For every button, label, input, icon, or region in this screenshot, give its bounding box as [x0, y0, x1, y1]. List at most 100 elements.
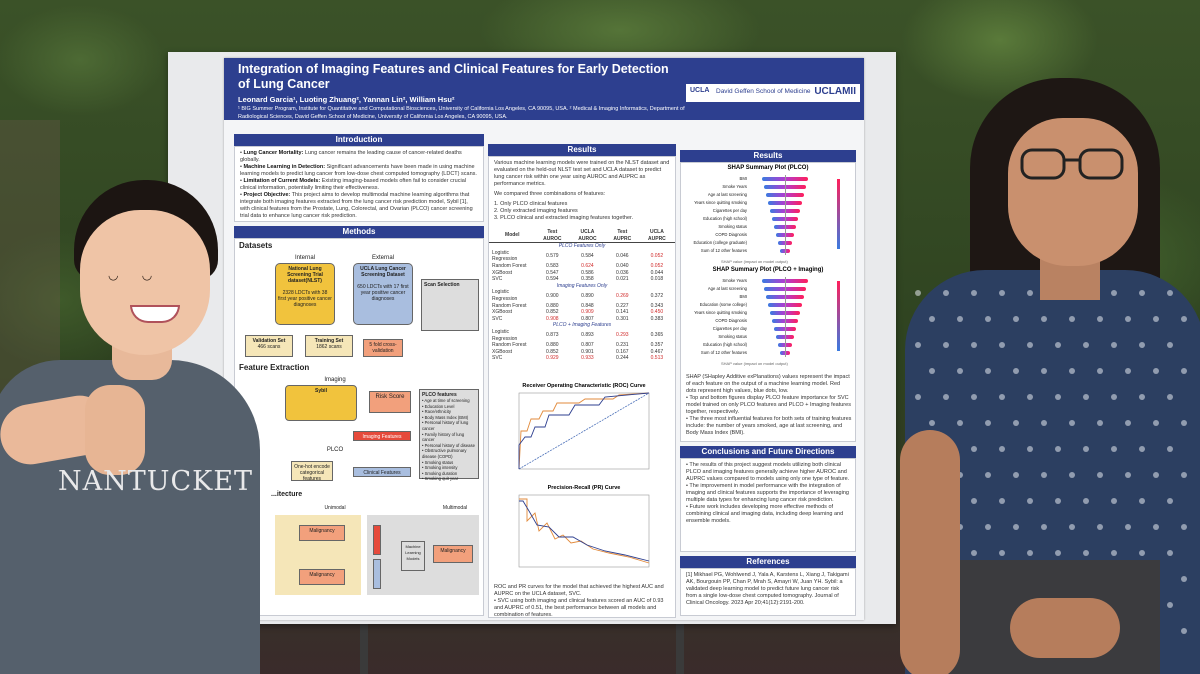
shap-feature-label: BMI [739, 176, 747, 181]
plco-feature-item: • Education Level [422, 403, 455, 409]
table-cell: 0.301 [616, 315, 629, 322]
combo-item: 3. PLCO clinical and extracted imaging f… [494, 215, 634, 221]
shirt-dot [1027, 394, 1033, 400]
table-cell: 0.852 [546, 348, 559, 355]
table-row: Random Forest 0.880 0.807 0.231 0.357 [489, 342, 675, 349]
shap-feature-label: COPD Diagnosis [715, 318, 747, 323]
table-row: Logistic Regression 0.873 0.893 0.293 0.365 [489, 329, 675, 342]
shirt-dot [1111, 342, 1117, 348]
imaging-features-box: Imaging Features [353, 431, 411, 441]
table-cell: 0.901 [581, 348, 594, 355]
woman-face [80, 210, 210, 355]
table-cell: 0.900 [546, 292, 559, 299]
shirt-dot [1041, 472, 1047, 478]
shap1-title: SHAP Summary Plot (PLCO) [727, 165, 809, 171]
shap-description: SHAP (SHapley Additive exPlanations) val… [681, 371, 855, 440]
shirt-dot [1181, 472, 1187, 478]
logo-strip: UCLA David Geffen School of Medicine UCL… [686, 84, 860, 102]
pr-title: Precision-Recall (PR) Curve [547, 485, 621, 491]
pr-plot [518, 494, 650, 568]
shirt-dot [1153, 472, 1159, 478]
shirt-dot [1083, 446, 1089, 452]
intro-item: • Project Objective: This project aims t… [240, 192, 473, 219]
shirt-dot [985, 524, 991, 530]
plco-feature-item: • Personal history of lung cancer [422, 420, 469, 431]
external-label: External [371, 255, 394, 261]
shap-feature-label: Years since quitting smoking [694, 310, 747, 315]
shirt-dot [1041, 420, 1047, 426]
shap-feature-label: Cigarettes per day [712, 326, 747, 331]
shirt-dot [971, 498, 977, 504]
ucla-logo: UCLA [690, 87, 710, 94]
shirt-dot [1167, 290, 1173, 296]
shirt-dot [1069, 316, 1075, 322]
table-cell: 0.357 [650, 342, 664, 349]
table-cell: Logistic Regression [492, 289, 518, 302]
training-label: Training Set [314, 338, 344, 344]
plco-features-title: PLCO features [422, 392, 457, 398]
table-cell: 0.624 [581, 262, 594, 269]
ucla-dataset-box: UCLA Lung Cancer Screening Dataset 650 L… [353, 263, 413, 325]
table-group-row: Imaging Features Only [489, 283, 675, 290]
table-cell: Logistic Regression [492, 328, 518, 342]
shirt-dot [1111, 446, 1117, 452]
table-header-cell: UCLA AUPRC [638, 229, 675, 244]
shap-axis [785, 277, 786, 357]
shirt-dot [1097, 420, 1103, 426]
table-cell: XGBoost [492, 309, 513, 316]
intro-item-label: Machine Learning in Detection: [243, 164, 326, 170]
table-header-cell: UCLA AUROC [569, 229, 606, 244]
shirt-dot [1139, 394, 1145, 400]
table-cell: 0.036 [616, 269, 629, 276]
introduction-heading: Introduction [234, 134, 484, 146]
clinical-features-box: Clinical Features [353, 467, 411, 477]
table-group-label: Imaging Features Only [556, 282, 608, 289]
shirt-dot [1125, 368, 1131, 374]
table-cell: 0.583 [546, 262, 559, 269]
shirt-dot [1181, 524, 1187, 530]
shirt-dot [1013, 368, 1019, 374]
shap-feature-label: Sum of 12 other features [700, 350, 747, 355]
shap-feature-label: Smoking status [718, 224, 747, 229]
intro-item-text: Significant advancements have been made … [240, 164, 477, 177]
shirt-dot [999, 290, 1005, 296]
shirt-dot [1181, 420, 1187, 426]
shirt-dot [1125, 472, 1131, 478]
poster-title: Integration of Imaging Features and Clin… [238, 62, 669, 91]
intro-item: • Machine Learning in Detection: Signifi… [240, 164, 477, 177]
shirt-dot [1041, 524, 1047, 530]
shirt-dot [971, 342, 977, 348]
shirt-dot [915, 290, 921, 296]
table-row: SVC 0.908 0.807 0.301 0.383 [489, 316, 675, 323]
conclusion-item: • The results of this project suggest mo… [686, 462, 850, 482]
table-cell: SVC [492, 355, 503, 362]
nlst-description: 2328 LDCTs with 38 first year positive c… [278, 290, 332, 308]
table-cell: Logistic Regression [492, 249, 518, 263]
clinical-input-bar [373, 559, 381, 589]
table-cell: 0.021 [616, 276, 629, 283]
woman-eyes: ◡ ◡ [108, 268, 153, 282]
shap-colorbar [837, 281, 840, 351]
methods-heading: Methods [234, 226, 484, 238]
shirt-dot [1139, 446, 1145, 452]
validation-label: Validation Set [252, 338, 286, 344]
cross-validation-box: 5 fold cross-validation [363, 339, 403, 357]
results-panel-mid: Various machine learning models were tra… [488, 156, 676, 618]
shap-colorbar [837, 179, 840, 249]
thumbs-up-hand [85, 385, 145, 475]
conclusion-item: • The improvement in model performance w… [686, 483, 849, 503]
table-cell: 0.018 [650, 276, 664, 283]
shap-feature-label: Age at last screening [707, 192, 747, 197]
shirt-dot [1153, 316, 1159, 322]
shirt-dot [1055, 394, 1061, 400]
glasses-icon [1020, 148, 1124, 180]
table-cell: 0.909 [581, 309, 594, 316]
nlst-dataset-box: National Lung Screening Trial dataset(NL… [275, 263, 335, 325]
roc-diagonal [518, 392, 650, 470]
shirt-dot [1153, 524, 1159, 530]
results-panel-right: SHAP Summary Plot (PLCO) BMI Smoke Years A… [680, 162, 856, 442]
intro-item-text: Lung cancer remains the leading cause of… [240, 150, 462, 163]
shirt-dot [999, 342, 1005, 348]
datasets-heading: Datasets [239, 241, 273, 250]
table-cell: XGBoost [492, 269, 513, 276]
